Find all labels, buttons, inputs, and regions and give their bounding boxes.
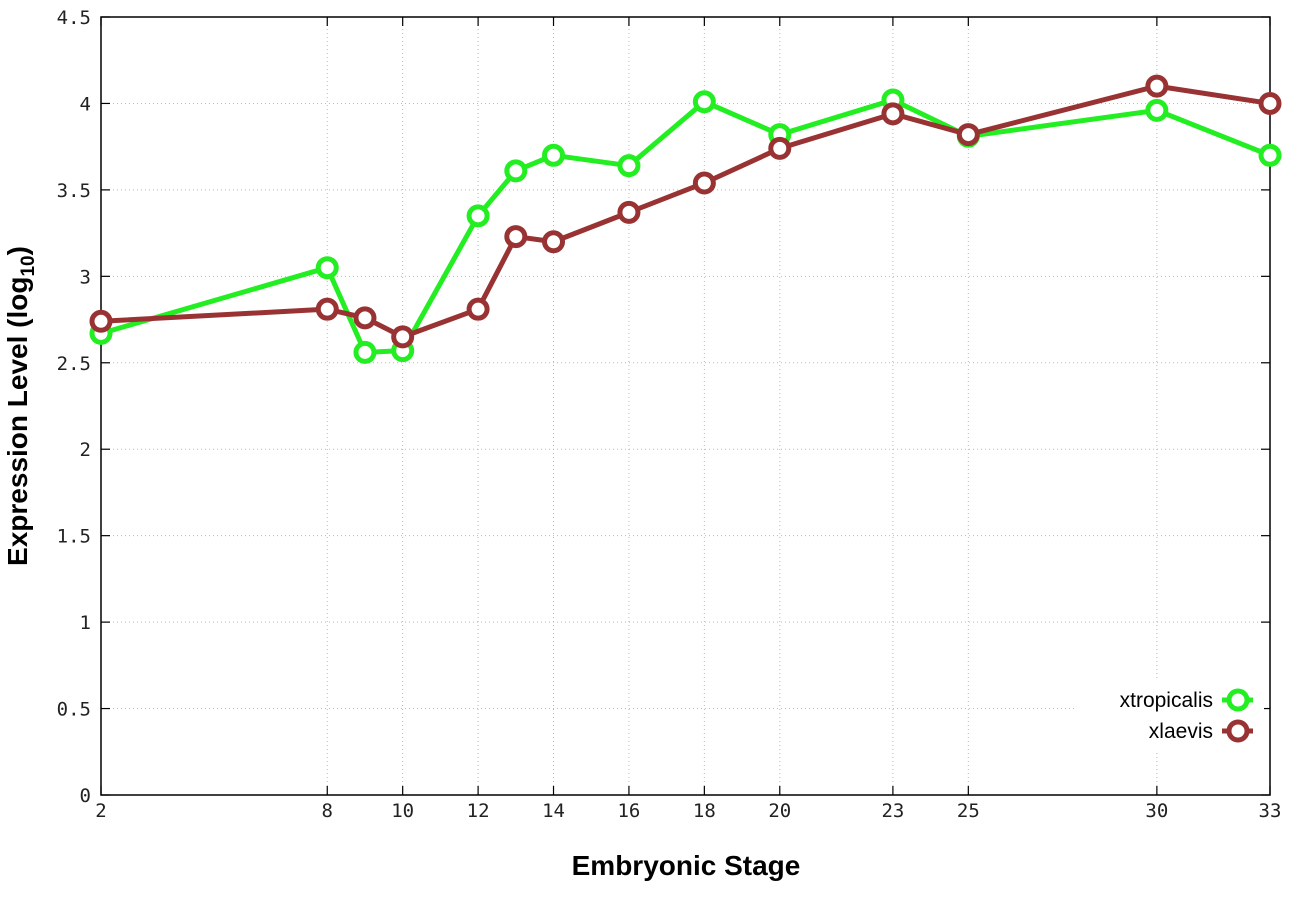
x-tick-label: 25 [957, 800, 980, 822]
series-lines [89, 74, 1282, 364]
data-point-xtropicalis [1145, 98, 1169, 122]
y-axis-title-subscript: 10 [18, 255, 39, 276]
data-point-xtropicalis [504, 159, 528, 183]
axis-ticks [100, 16, 1271, 796]
data-point-xtropicalis [692, 90, 716, 114]
y-tick-label: 4 [80, 93, 91, 115]
y-axis-title-close: ) [2, 246, 33, 255]
data-point-xlaevis [391, 325, 415, 349]
y-tick-label: 4.5 [57, 7, 91, 29]
legend-marker-xlaevis [1226, 719, 1250, 743]
y-axis-title: Expression Level (log10) [2, 246, 39, 566]
legend-label-xtropicalis: xtropicalis [1120, 689, 1213, 712]
y-tick-label: 0.5 [57, 699, 91, 721]
plot-frame [100, 16, 1271, 796]
y-tick-label: 3.5 [57, 180, 91, 202]
data-point-xlaevis [315, 297, 339, 321]
legend: xtropicalis xlaevis [1074, 680, 1264, 750]
data-point-xtropicalis [353, 340, 377, 364]
x-tick-labels: 2 8 10 12 14 16 18 20 23 25 30 33 [95, 800, 1281, 822]
data-point-xlaevis [542, 230, 566, 254]
x-tick-label: 8 [322, 800, 333, 822]
data-point-xtropicalis [617, 154, 641, 178]
y-tick-label: 2 [80, 439, 91, 461]
data-point-xlaevis [1145, 74, 1169, 98]
data-point-xlaevis [1258, 91, 1282, 115]
y-tick-label: 2.5 [57, 353, 91, 375]
series-line-xtropicalis [100, 97, 1271, 355]
y-tick-labels: 0 0.5 1 1.5 2 2.5 3 3.5 4 4.5 [57, 7, 91, 807]
x-tick-label: 16 [617, 800, 640, 822]
data-point-xtropicalis [542, 143, 566, 167]
x-tick-label: 2 [95, 800, 106, 822]
x-tick-label: 23 [881, 800, 904, 822]
x-tick-label: 12 [467, 800, 490, 822]
legend-marker-xtropicalis [1226, 688, 1250, 712]
x-tick-label: 10 [391, 800, 414, 822]
data-point-xtropicalis [315, 256, 339, 280]
x-tick-label: 20 [768, 800, 791, 822]
y-tick-label: 3 [80, 266, 91, 288]
x-axis-title: Embryonic Stage [572, 850, 801, 881]
x-tick-label: 18 [693, 800, 716, 822]
data-point-xlaevis [956, 123, 980, 147]
y-tick-label: 0 [80, 785, 91, 807]
x-tick-label: 33 [1259, 800, 1282, 822]
y-tick-label: 1.5 [57, 526, 91, 548]
data-point-xlaevis [881, 102, 905, 126]
data-point-xlaevis [617, 200, 641, 224]
data-point-xlaevis [768, 136, 792, 160]
data-point-xlaevis [466, 297, 490, 321]
data-point-xlaevis [692, 171, 716, 195]
data-point-xtropicalis [1258, 143, 1282, 167]
data-point-xlaevis [504, 225, 528, 249]
grid-lines [101, 17, 1270, 795]
legend-label-xlaevis: xlaevis [1149, 720, 1213, 743]
series-line-xlaevis [100, 83, 1271, 340]
y-tick-label: 1 [80, 612, 91, 634]
data-point-xlaevis [353, 306, 377, 330]
x-tick-label: 30 [1145, 800, 1168, 822]
data-point-xlaevis [89, 309, 113, 333]
y-axis-title-main: Expression Level (log [2, 277, 33, 566]
x-tick-label: 14 [542, 800, 565, 822]
data-point-xtropicalis [466, 204, 490, 228]
